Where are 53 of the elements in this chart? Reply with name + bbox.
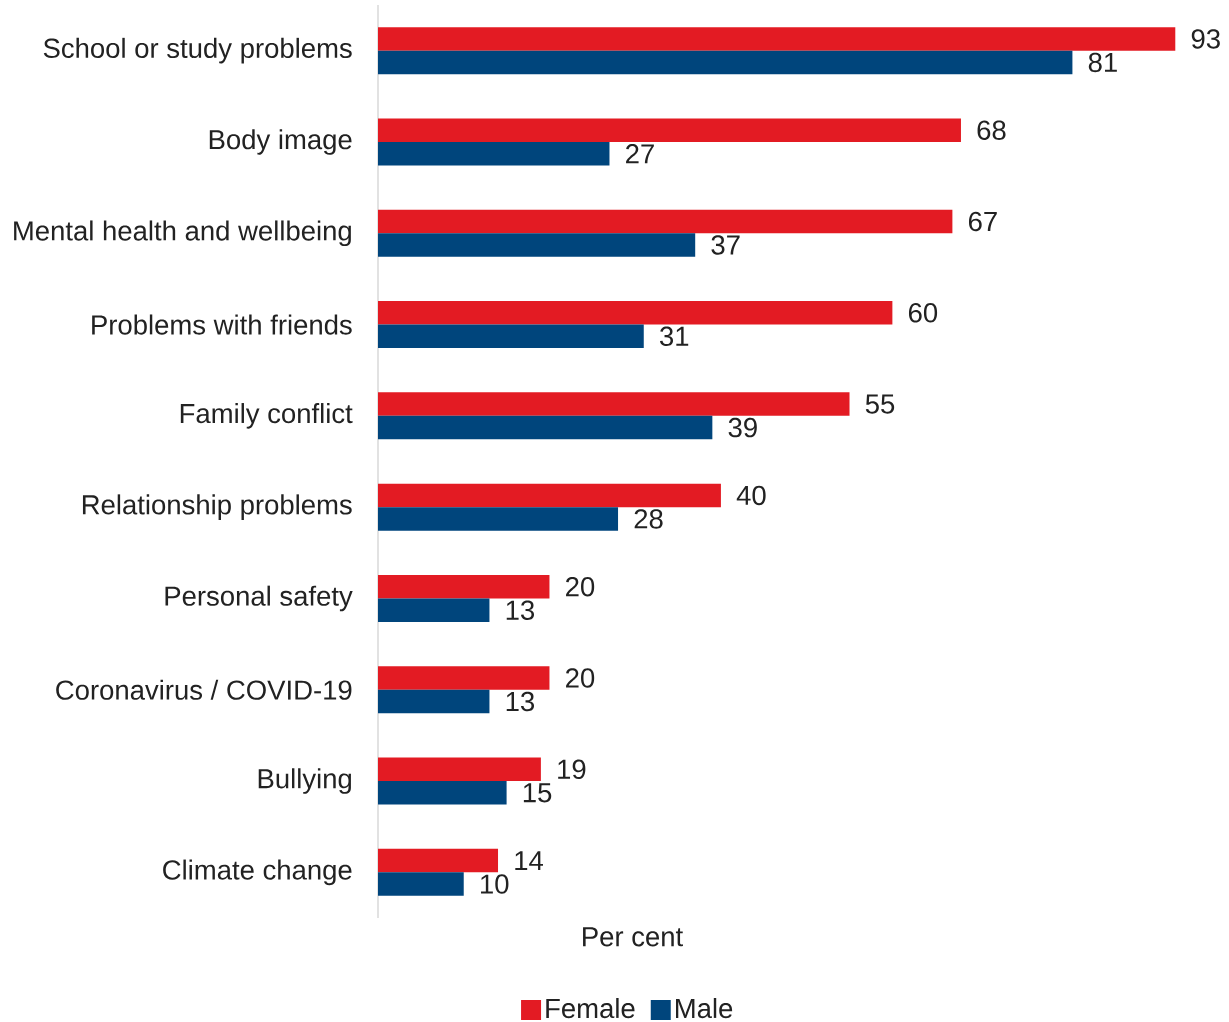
bar	[378, 118, 961, 142]
data-label: 81	[1088, 52, 1117, 73]
data-label: 39	[728, 417, 757, 438]
data-label: 55	[865, 394, 895, 414]
bar	[378, 666, 550, 690]
data-label: 31	[660, 326, 689, 347]
legend-label: Female	[546, 997, 635, 1019]
data-label: 27	[626, 144, 654, 164]
data-label: 13	[506, 600, 535, 620]
bar	[378, 415, 713, 440]
y-tick-label: Family conflict	[180, 403, 353, 429]
data-label: 37	[711, 235, 740, 255]
data-label: 10	[481, 874, 509, 894]
bar	[378, 757, 541, 782]
y-tick-label: Coronavirus / COVID-19	[56, 679, 352, 700]
data-label: 28	[634, 509, 663, 529]
bar	[378, 598, 490, 622]
x-axis-title: Per cent	[583, 927, 683, 947]
bar	[378, 301, 893, 325]
y-tick-label: Climate change	[163, 859, 352, 886]
y-tick-label: School or study problems	[43, 37, 352, 64]
y-tick-label: Body image	[209, 129, 352, 155]
data-label: 60	[908, 303, 938, 323]
data-label: 93	[1191, 29, 1220, 49]
bar	[378, 872, 464, 896]
bar	[378, 392, 850, 416]
bar	[378, 848, 499, 873]
bar	[378, 324, 644, 349]
bar	[378, 483, 721, 508]
bar	[378, 209, 953, 234]
data-label: 15	[523, 783, 552, 803]
bar	[378, 781, 507, 805]
bar	[378, 141, 610, 166]
y-tick-label: Problems with friends	[92, 314, 352, 335]
bar	[378, 233, 696, 257]
data-label: 67	[968, 211, 997, 232]
data-label: 14	[515, 851, 543, 871]
y-tick-label: Relationship problems	[82, 494, 352, 520]
bar	[378, 574, 550, 599]
data-label: 68	[977, 120, 1006, 140]
data-label: 13	[506, 691, 535, 712]
y-tick-label: Mental health and wellbeing	[14, 220, 351, 247]
data-label: 40	[736, 485, 766, 506]
legend-label: Male	[676, 997, 733, 1019]
data-label: 20	[566, 576, 595, 597]
y-tick-label: Personal safety	[165, 585, 353, 612]
data-label: 20	[566, 668, 595, 688]
bar	[378, 689, 490, 714]
y-tick-label: Bullying	[258, 768, 351, 794]
data-label: 19	[558, 759, 586, 780]
bar	[378, 50, 1073, 75]
bar	[378, 507, 619, 531]
bar	[378, 27, 1176, 51]
